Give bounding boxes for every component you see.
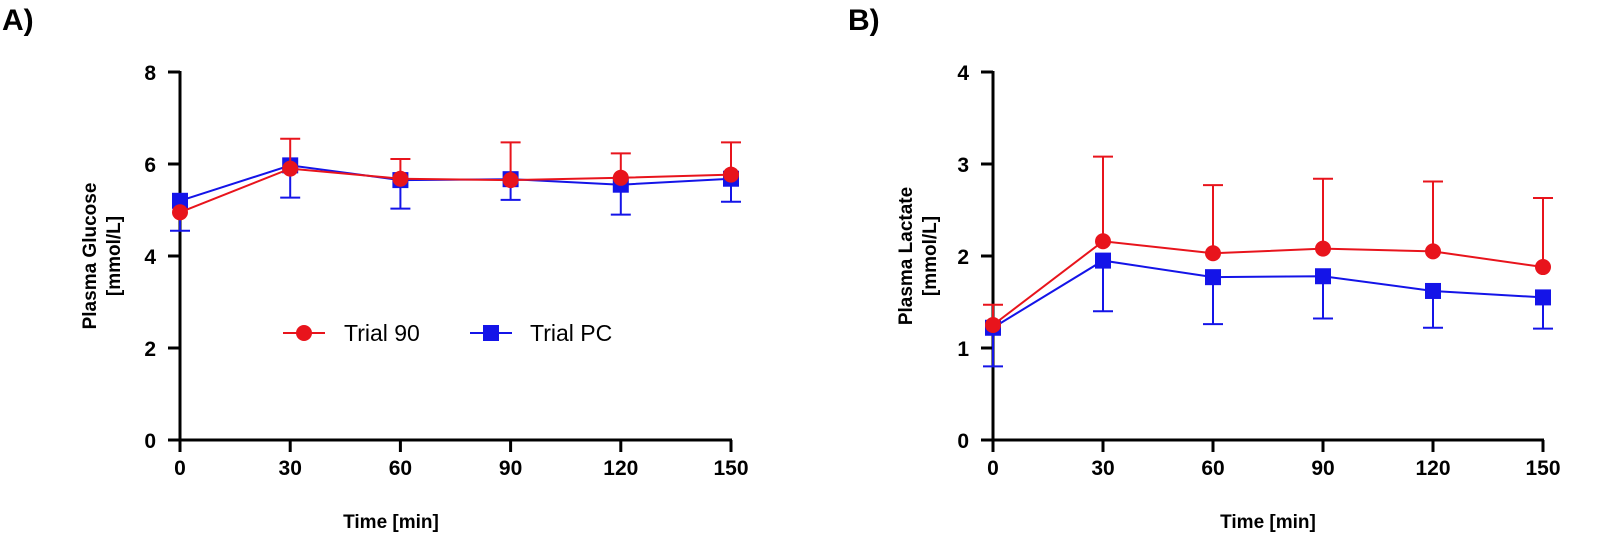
x-tick-label: 30 xyxy=(1091,457,1114,480)
panel-a: A) 0 2 4 6 8 0 30 60 90 120 150 Time [min] Plasma … xyxy=(2,4,749,533)
y-tick-label: 1 xyxy=(957,338,969,361)
y-tick-label: 6 xyxy=(144,154,156,177)
legend-label-trial-pc: Trial PC xyxy=(530,320,612,346)
y-axis-title-b-line2: [mmol/L] xyxy=(920,216,941,296)
data-point-trial-90 xyxy=(1095,233,1111,250)
x-tick-label: 90 xyxy=(1311,457,1334,480)
y-axis-title-b: Plasma Lactate [mmol/L] xyxy=(896,187,941,325)
series-trial-90 xyxy=(983,155,1553,333)
data-point-trial-pc xyxy=(1095,252,1111,269)
legend-marker-trial-pc xyxy=(483,325,499,341)
data-point-trial-pc xyxy=(1315,268,1331,285)
plot-area-b: 0 1 2 3 4 0 30 60 90 120 150 xyxy=(957,62,1560,480)
panel-label-a: A) xyxy=(2,4,34,37)
x-tick-label: 150 xyxy=(713,457,748,480)
data-point-trial-90 xyxy=(1425,243,1441,260)
y-axis-title-b-line1: Plasma Lactate xyxy=(896,187,917,325)
series-line-trial-pc xyxy=(992,259,1544,329)
x-axis-title-a: Time [min] xyxy=(343,512,439,533)
y-axis-title-a: Plasma Glucose [mmol/L] xyxy=(80,183,125,330)
y-tick-label: 0 xyxy=(144,430,156,453)
legend-item-trial-90: Trial 90 xyxy=(283,320,420,346)
data-point-trial-90 xyxy=(723,166,739,183)
x-tick-label: 90 xyxy=(499,457,522,480)
data-point-trial-90 xyxy=(172,204,188,221)
x-tick-label: 60 xyxy=(389,457,412,480)
legend-item-trial-pc: Trial PC xyxy=(470,320,612,346)
y-tick-label: 3 xyxy=(957,154,969,177)
y-tick-label: 8 xyxy=(144,62,156,85)
data-point-trial-pc xyxy=(172,192,188,209)
y-tick-label: 4 xyxy=(957,62,969,85)
panel-label-b: B) xyxy=(848,4,880,37)
legend-marker-trial-90 xyxy=(296,325,312,341)
x-tick-label: 0 xyxy=(987,457,999,480)
series-line-trial-90 xyxy=(992,240,1544,326)
data-point-trial-pc xyxy=(1535,289,1551,306)
series-trial-pc xyxy=(170,157,741,232)
series-line-trial-90 xyxy=(179,167,732,214)
y-axis-title-a-line1: Plasma Glucose xyxy=(80,183,101,330)
x-tick-label: 120 xyxy=(603,457,638,480)
series-trial-pc xyxy=(983,252,1553,368)
series-trial-90 xyxy=(172,137,741,221)
panel-b: B) 0 1 2 3 4 0 30 60 90 120 150 Time [min] Plasma … xyxy=(848,4,1561,533)
y-tick-label: 2 xyxy=(957,246,969,269)
x-tick-label: 120 xyxy=(1415,457,1450,480)
y-tick-label: 4 xyxy=(144,246,156,269)
y-tick-label: 0 xyxy=(957,430,969,453)
legend: Trial 90 Trial PC xyxy=(283,320,612,346)
data-point-trial-90 xyxy=(1315,240,1331,257)
y-axis-title-a-line2: [mmol/L] xyxy=(104,216,125,296)
data-point-trial-90 xyxy=(282,160,299,177)
y-tick-label: 2 xyxy=(144,338,156,361)
x-tick-label: 60 xyxy=(1201,457,1224,480)
data-point-trial-90 xyxy=(502,172,519,189)
data-point-trial-90 xyxy=(1535,259,1551,276)
x-tick-label: 30 xyxy=(279,457,302,480)
data-point-trial-90 xyxy=(985,317,1001,333)
x-tick-label: 0 xyxy=(174,457,186,480)
data-point-trial-90 xyxy=(392,170,409,187)
plot-area-a: 0 2 4 6 8 0 30 60 90 120 150 xyxy=(144,62,748,480)
x-axis-title-b: Time [min] xyxy=(1220,512,1316,533)
data-point-trial-90 xyxy=(612,169,629,186)
data-point-trial-90 xyxy=(1205,245,1221,262)
series-line-trial-pc xyxy=(179,164,732,202)
x-tick-label: 150 xyxy=(1525,457,1560,480)
data-point-trial-pc xyxy=(1205,269,1221,286)
data-point-trial-pc xyxy=(1425,282,1441,299)
legend-label-trial-90: Trial 90 xyxy=(344,320,420,346)
